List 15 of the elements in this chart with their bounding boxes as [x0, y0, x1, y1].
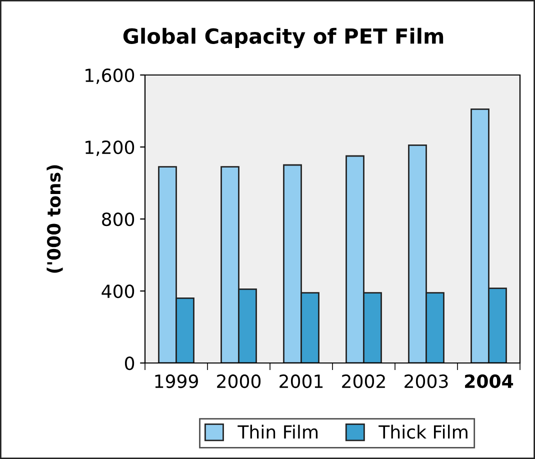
x-tick-label: 2001 — [280, 374, 323, 388]
chart-title: Global Capacity of PET Film — [123, 28, 444, 48]
legend-label: Thick Film — [378, 424, 468, 439]
y-tick-label: 1,600 — [86, 68, 134, 84]
x-tick-label: 1999 — [155, 374, 198, 388]
y-tick-label: 800 — [102, 212, 134, 226]
x-tick-label: 2002 — [342, 374, 385, 388]
x-tick-label: 2004 — [465, 374, 514, 388]
x-tick-label: 2000 — [217, 374, 261, 388]
x-tick-label: 2003 — [404, 374, 448, 388]
y-tick-label: 1,200 — [86, 140, 134, 156]
y-tick-label: 0 — [124, 356, 134, 370]
y-axis-title: ('000 tons) — [46, 165, 63, 273]
legend-label: Thin Film — [238, 424, 318, 439]
y-tick-label: 400 — [102, 284, 134, 298]
